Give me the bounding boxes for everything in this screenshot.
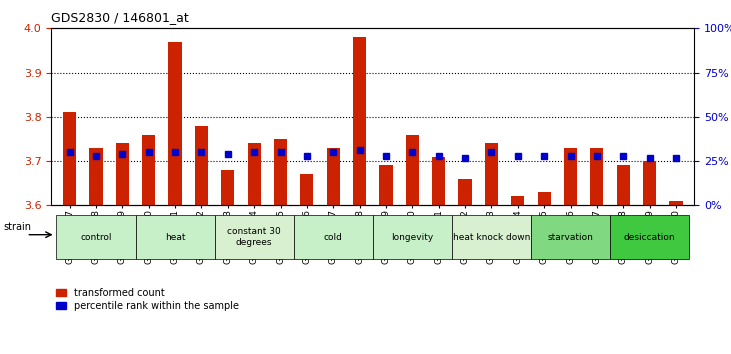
Text: starvation: starvation [548,233,594,242]
Bar [670,201,683,205]
Bar [406,135,419,205]
Bar [564,148,577,205]
FancyBboxPatch shape [452,215,531,259]
FancyBboxPatch shape [373,215,452,259]
Bar [379,166,393,205]
FancyBboxPatch shape [294,215,373,259]
Legend: transformed count, percentile rank within the sample: transformed count, percentile rank withi… [56,288,238,311]
Text: heat knock down: heat knock down [452,233,530,242]
Text: constant 30
degrees: constant 30 degrees [227,228,281,247]
Bar [432,156,445,205]
Bar [353,37,366,205]
Text: strain: strain [3,222,31,232]
Bar [168,41,182,205]
Bar [300,175,314,205]
Text: desiccation: desiccation [624,233,675,242]
Bar [63,113,76,205]
Bar [511,196,524,205]
Bar [591,148,604,205]
FancyBboxPatch shape [215,215,294,259]
Text: control: control [80,233,112,242]
Text: cold: cold [324,233,343,242]
Bar [485,143,498,205]
FancyBboxPatch shape [56,215,135,259]
Bar [115,143,129,205]
Bar [643,161,656,205]
Bar [248,143,261,205]
FancyBboxPatch shape [135,215,215,259]
Text: longevity: longevity [391,233,433,242]
Bar [537,192,550,205]
Bar [142,135,155,205]
Bar [274,139,287,205]
Bar [327,148,340,205]
Bar [617,166,630,205]
Text: heat: heat [164,233,186,242]
Bar [458,179,471,205]
FancyBboxPatch shape [531,215,610,259]
Bar [195,126,208,205]
FancyBboxPatch shape [610,215,689,259]
Bar [221,170,235,205]
Text: GDS2830 / 146801_at: GDS2830 / 146801_at [51,11,189,24]
Bar [89,148,102,205]
